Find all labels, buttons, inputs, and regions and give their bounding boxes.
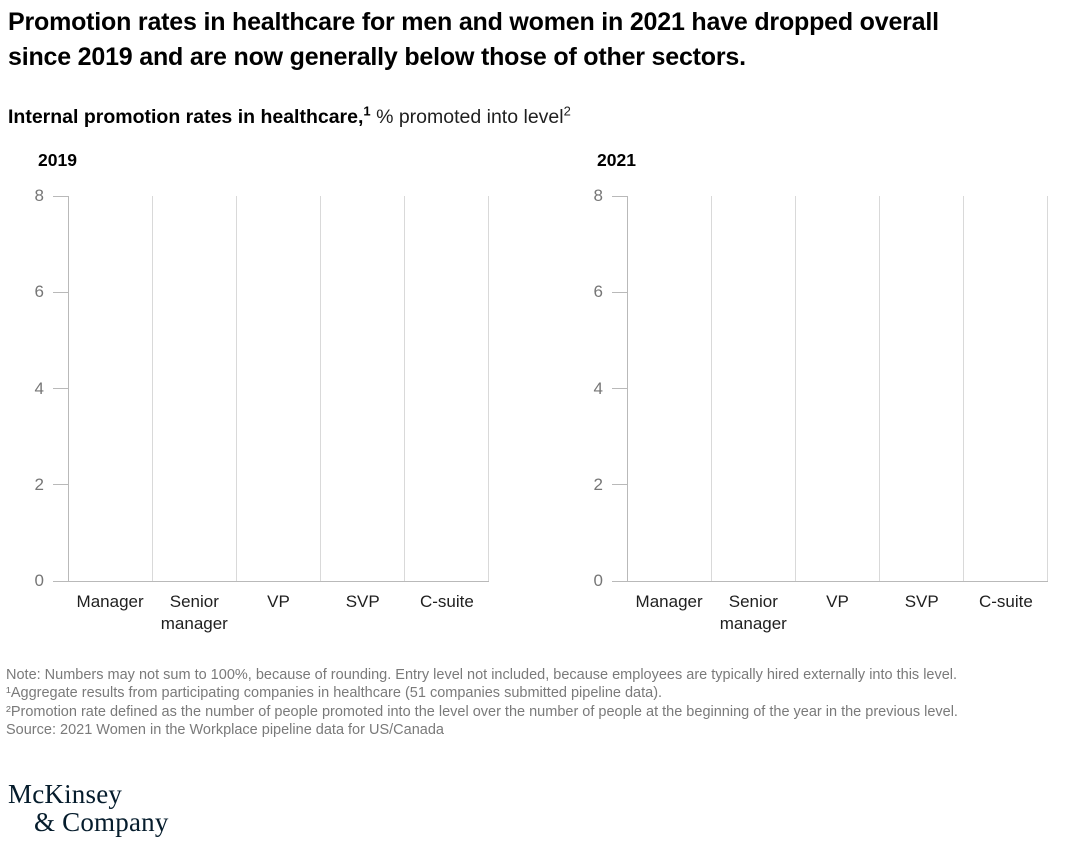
gridline bbox=[712, 196, 796, 581]
y-axis-tick-label: 0 bbox=[34, 571, 44, 590]
y-axis-tick bbox=[612, 580, 628, 582]
chart-title: Promotion rates in healthcare for men an… bbox=[8, 8, 939, 71]
footnotes: Note: Numbers may not sum to 100%, becau… bbox=[6, 666, 958, 740]
mckinsey-logo: McKinsey & Company bbox=[8, 779, 169, 837]
y-axis-tick-label: 6 bbox=[593, 282, 603, 302]
y-axis-tick bbox=[612, 388, 628, 389]
y-axis-tick-label: 6 bbox=[34, 282, 44, 302]
y-axis-tick bbox=[612, 195, 628, 197]
category-label: C-suite bbox=[419, 592, 474, 611]
y-axis-tick-label: 4 bbox=[34, 378, 44, 398]
gridline bbox=[153, 196, 237, 581]
category-label: Senior manager bbox=[160, 592, 228, 633]
category-label: Senior manager bbox=[719, 592, 787, 633]
panel-title-2019: 2019 bbox=[38, 150, 77, 170]
gridline bbox=[69, 196, 153, 581]
category-label: VP bbox=[267, 592, 290, 611]
y-axis-tick-label: 0 bbox=[593, 571, 603, 590]
gridline bbox=[405, 196, 489, 581]
footnote-source: Source: 2021 Women in the Workplace pipe… bbox=[6, 722, 444, 739]
x-axis-labels-2021: Manager Senior manager VP SVP C-suite bbox=[627, 582, 1048, 635]
plot-area-2021: 0 2 4 6 8 bbox=[594, 186, 1048, 590]
plot-wrap-2021: 0 2 4 6 8 bbox=[594, 186, 1048, 590]
chart-subtitle: Internal promotion rates in healthcare,1… bbox=[8, 103, 571, 129]
y-axis-tick bbox=[53, 195, 69, 197]
y-axis-tick bbox=[53, 388, 69, 389]
category-label: Manager bbox=[635, 592, 703, 611]
footnote-marker-2: 2 bbox=[563, 103, 571, 119]
category-label: SVP bbox=[904, 592, 939, 611]
x-axis-labels-2019: Manager Senior manager VP SVP C-suite bbox=[68, 582, 489, 635]
gridline bbox=[237, 196, 321, 581]
chart-panel-2021: 2021 0 2 4 6 8 Manager Senior manager VP SVP C-s… bbox=[567, 146, 1048, 635]
subtitle-bold-text: Internal promotion rates in healthcare,1 bbox=[8, 103, 371, 129]
footnote-2: ²Promotion rate defined as the number of… bbox=[6, 703, 958, 720]
y-axis-tick bbox=[53, 291, 69, 293]
y-axis-tick-label: 8 bbox=[34, 186, 44, 205]
subtitle-regular-text: % promoted into level2 bbox=[370, 103, 571, 129]
y-axis-tick bbox=[53, 484, 69, 486]
category-label: VP bbox=[826, 592, 849, 611]
y-axis-tick bbox=[612, 484, 628, 486]
category-label: Manager bbox=[76, 592, 144, 611]
plot-wrap-2019: 0 2 4 6 8 bbox=[35, 186, 489, 590]
gridline bbox=[880, 196, 964, 581]
category-label: C-suite bbox=[978, 592, 1033, 611]
y-axis-tick bbox=[612, 291, 628, 293]
gridline bbox=[628, 196, 712, 581]
chart-panel-2019: 2019 0 2 4 6 8 Manager Senior manager VP SVP C-s… bbox=[8, 146, 489, 635]
footnote-marker-1: 1 bbox=[363, 103, 371, 119]
y-axis-tick-label: 2 bbox=[593, 474, 603, 494]
y-axis-tick-label: 2 bbox=[34, 474, 44, 494]
plot-area-2019: 0 2 4 6 8 bbox=[35, 186, 489, 590]
panel-title-2021: 2021 bbox=[597, 150, 636, 170]
charts-row: 2019 0 2 4 6 8 Manager Senior manager VP SVP C-s… bbox=[8, 146, 1048, 635]
y-axis-tick-label: 8 bbox=[593, 186, 603, 205]
footnote-1: ¹Aggregate results from participating co… bbox=[6, 685, 663, 702]
logo-line-1: McKinsey bbox=[8, 779, 123, 809]
category-label: SVP bbox=[345, 592, 380, 611]
gridline bbox=[964, 196, 1048, 581]
y-axis-tick-label: 4 bbox=[593, 378, 603, 398]
gridline bbox=[321, 196, 405, 581]
gridline bbox=[796, 196, 880, 581]
y-axis-tick bbox=[53, 580, 69, 582]
footnote-note: Note: Numbers may not sum to 100%, becau… bbox=[6, 667, 958, 683]
logo-line-2: & Company bbox=[34, 806, 169, 837]
